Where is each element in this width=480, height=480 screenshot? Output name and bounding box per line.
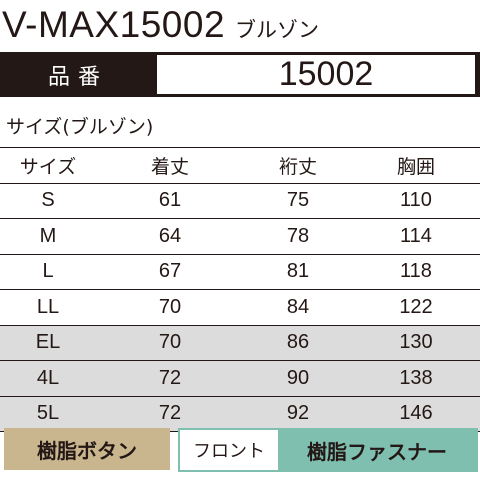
chest-cell: 118 bbox=[352, 254, 480, 290]
chest-cell: 146 bbox=[352, 396, 480, 432]
chest-cell: 122 bbox=[352, 289, 480, 326]
front-label: フロント bbox=[180, 430, 278, 470]
chest-cell: 114 bbox=[352, 218, 480, 255]
length-cell: 64 bbox=[96, 218, 244, 255]
front-closure-value: 樹脂ファスナー bbox=[278, 430, 476, 470]
length-cell: 70 bbox=[96, 289, 244, 326]
size-table-header: サイズ 着丈 裄丈 胸囲 bbox=[0, 147, 480, 184]
sleeve-cell: 92 bbox=[244, 396, 352, 432]
size-table: サイズ 着丈 裄丈 胸囲 S 61 75 110 M 64 78 114 L 67 81 118 LL 7… bbox=[0, 147, 480, 432]
part-number-label: 品番 bbox=[47, 64, 108, 90]
size-cell: L bbox=[0, 254, 96, 290]
table-row: 4L 72 90 138 bbox=[0, 360, 480, 397]
table-row: M 64 78 114 bbox=[0, 218, 480, 255]
product-title: V-MAX15002 ブルゾン bbox=[2, 4, 319, 46]
chest-cell: 110 bbox=[352, 183, 480, 219]
sleeve-cell: 81 bbox=[244, 254, 352, 290]
size-cell: LL bbox=[0, 289, 96, 326]
garment-type: ブルゾン bbox=[235, 18, 320, 42]
sleeve-cell: 86 bbox=[244, 325, 352, 361]
chest-cell: 138 bbox=[352, 360, 480, 397]
length-cell: 72 bbox=[96, 360, 244, 397]
size-table-body: S 61 75 110 M 64 78 114 L 67 81 118 LL 70 84 122 EL 70 86 1… bbox=[0, 183, 480, 432]
sleeve-cell: 84 bbox=[244, 289, 352, 326]
length-cell: 70 bbox=[96, 325, 244, 361]
sleeve-cell: 78 bbox=[244, 218, 352, 255]
model-number: V-MAX15002 bbox=[2, 4, 226, 45]
sleeve-cell: 75 bbox=[244, 183, 352, 219]
length-cell: 72 bbox=[96, 396, 244, 432]
table-row: LL 70 84 122 bbox=[0, 289, 480, 326]
table-row: EL 70 86 130 bbox=[0, 325, 480, 361]
table-row: 5L 72 92 146 bbox=[0, 396, 480, 432]
size-cell: 4L bbox=[0, 360, 96, 397]
part-number-value: 15002 bbox=[278, 55, 374, 93]
chest-cell: 130 bbox=[352, 325, 480, 361]
column-header-size: サイズ bbox=[0, 147, 96, 184]
column-header-chest: 胸囲 bbox=[352, 147, 480, 184]
length-cell: 67 bbox=[96, 254, 244, 290]
part-number-bar: 品番 15002 bbox=[0, 52, 480, 97]
column-header-length: 着丈 bbox=[96, 147, 244, 184]
table-row: L 67 81 118 bbox=[0, 254, 480, 290]
size-cell: S bbox=[0, 183, 96, 219]
column-header-sleeve: 裄丈 bbox=[244, 147, 352, 184]
table-row: S 61 75 110 bbox=[0, 183, 480, 219]
length-cell: 61 bbox=[96, 183, 244, 219]
size-section-title: サイズ(ブルゾン) bbox=[6, 116, 154, 138]
part-number-box: 15002 bbox=[157, 55, 475, 94]
size-cell: M bbox=[0, 218, 96, 255]
material-footer: 樹脂ボタン フロント 樹脂ファスナー bbox=[0, 428, 480, 472]
button-material-tag: 樹脂ボタン bbox=[4, 428, 170, 470]
sleeve-cell: 90 bbox=[244, 360, 352, 397]
size-cell: EL bbox=[0, 325, 96, 361]
front-closure-box: フロント 樹脂ファスナー bbox=[178, 428, 478, 472]
size-cell: 5L bbox=[0, 396, 96, 432]
